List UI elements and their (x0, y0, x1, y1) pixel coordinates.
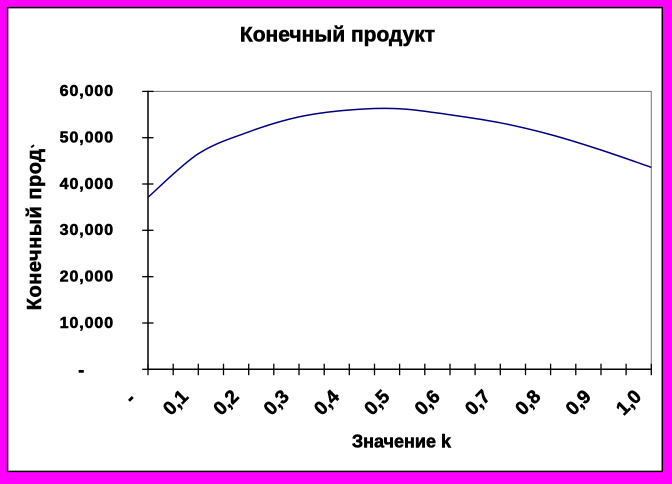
svg-text:Конечный прод: Конечный прод (24, 148, 46, 310)
svg-text:-: - (78, 360, 84, 380)
svg-text:Значение k: Значение k (352, 432, 452, 452)
svg-text:40,000: 40,000 (60, 176, 114, 193)
svg-text:30,000: 30,000 (60, 222, 114, 239)
svg-text:50,000: 50,000 (60, 130, 114, 147)
svg-text:Конечный продукт: Конечный продукт (240, 23, 435, 46)
svg-text:20,000: 20,000 (60, 269, 114, 286)
svg-text:10,000: 10,000 (60, 315, 114, 332)
svg-text:60,000: 60,000 (60, 83, 114, 100)
